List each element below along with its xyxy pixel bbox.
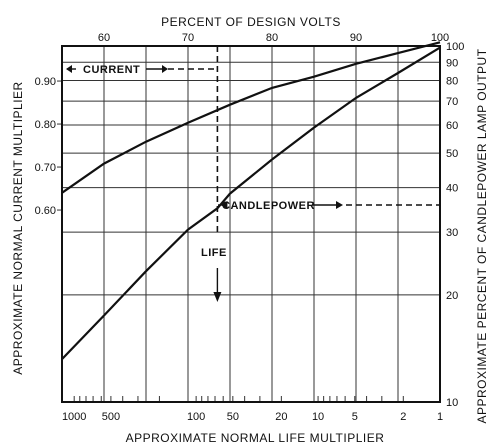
current-series-line [61,41,441,194]
left-tick-label: 0.90 [35,76,56,88]
bottom-tick-label: 1 [437,411,443,423]
annotations [66,46,440,302]
right-tick-label: 90 [446,57,458,69]
current-arrow-right-head [162,65,168,73]
life-annotation: LIFE [201,247,227,259]
top-tick-label: 70 [182,32,194,44]
current-annotation: CURRENT [83,64,140,76]
right-axis-title: APPROXIMATE PERCENT OF CANDLEPOWER LAMP … [475,48,489,423]
left-tick-label: 0.60 [35,205,56,217]
curves [61,41,441,360]
grid [57,46,441,402]
top-tick-label: 80 [266,32,278,44]
bottom-tick-label: 100 [187,411,205,423]
right-tick-label: 20 [446,290,458,302]
right-tick-label: 40 [446,183,458,195]
right-tick-label: 80 [446,75,458,87]
right-tick-label: 100 [446,41,464,53]
left-tick-label: 0.80 [35,119,56,131]
left-axis-title: APPROXIMATE NORMAL CURRENT MULTIPLIER [11,81,25,374]
right-tick-label: 60 [446,120,458,132]
bottom-tick-label: 50 [227,411,239,423]
top-axis-title: PERCENT OF DESIGN VOLTS [161,15,341,29]
left-tick-label: 0.70 [35,162,56,174]
top-tick-label: 90 [350,32,362,44]
bottom-tick-label: 5 [352,411,358,423]
candle-arrow-right-head [336,201,343,209]
candlepower-series-line [61,46,441,360]
right-tick-label: 30 [446,227,458,239]
candle-arrow-left-head [220,201,228,209]
candlepower-annotation: CANDLEPOWER [222,200,315,212]
bottom-tick-label: 20 [275,411,287,423]
bottom-tick-label: 2 [400,411,406,423]
bottom-axis-title: APPROXIMATE NORMAL LIFE MULTIPLIER [126,431,385,445]
right-tick-label: 50 [446,148,458,160]
top-tick-label: 60 [98,32,110,44]
bottom-tick-label: 500 [102,411,120,423]
bottom-tick-label: 1000 [62,411,86,423]
right-tick-label: 10 [446,397,458,409]
plot-frame [61,45,441,403]
right-tick-label: 70 [446,96,458,108]
current-arrow-left-head [66,65,72,73]
tick-labels: 60 70 80 90 100 10 20 30 40 50 60 70 80 90 100 0.60 0.70… [35,32,465,423]
top-tick-label: 100 [431,32,449,44]
life-arrow-head [213,292,222,302]
bottom-tick-label: 10 [312,411,324,423]
